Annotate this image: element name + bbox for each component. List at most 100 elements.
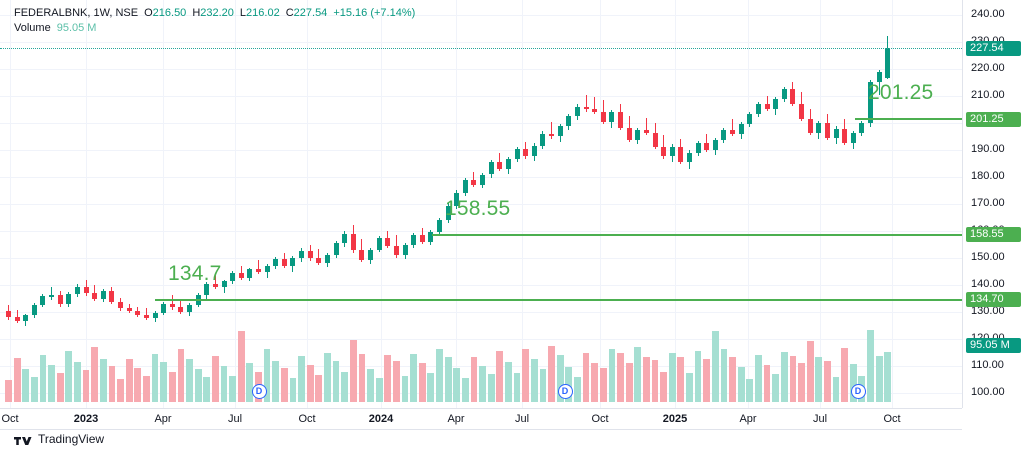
- grid-line: [0, 231, 962, 232]
- volume-bar: [229, 376, 237, 402]
- volume-bar: [660, 372, 668, 402]
- price-level-line[interactable]: [155, 298, 962, 301]
- dividend-marker[interactable]: D: [251, 384, 267, 399]
- volume-bar: [556, 355, 564, 402]
- price-level-line[interactable]: [855, 118, 962, 121]
- candle-wick: [51, 287, 53, 301]
- grid-line: [0, 69, 962, 70]
- candle-wick: [706, 133, 708, 153]
- candle-body: [299, 250, 305, 259]
- candle-body: [281, 258, 287, 266]
- candle-body: [480, 174, 486, 185]
- high-value: 232.20: [200, 7, 234, 19]
- close-value: 227.54: [293, 7, 328, 19]
- candle-body: [342, 234, 348, 243]
- candle-wick: [585, 94, 587, 112]
- candle-body: [626, 127, 632, 140]
- price-level-badge[interactable]: 201.25: [966, 111, 1021, 127]
- volume-bar: [289, 378, 297, 402]
- volume-bar: [384, 354, 392, 402]
- volume-bar: [168, 371, 176, 402]
- candle-body: [514, 148, 520, 160]
- volume-bar: [332, 361, 340, 402]
- candle-body: [842, 128, 848, 143]
- dividend-marker[interactable]: D: [557, 384, 573, 399]
- grid-line-vertical: [235, 0, 236, 408]
- volume-bar: [237, 330, 245, 402]
- time-tick-label: Apr: [154, 413, 172, 425]
- candlestick-series: [5, 35, 892, 402]
- volume-badge[interactable]: 95.05 M: [966, 338, 1021, 353]
- time-tick-label: 2024: [368, 413, 394, 425]
- volume-bar: [789, 356, 797, 402]
- candle-body: [437, 220, 442, 232]
- candle-body: [833, 128, 839, 138]
- price-level-badge[interactable]: 158.55: [966, 227, 1021, 243]
- candle-body: [523, 148, 529, 157]
- candle-body: [816, 123, 822, 134]
- candle-body: [350, 234, 356, 250]
- candle-body: [49, 295, 55, 297]
- price-tick-label: 130.00: [971, 305, 1005, 318]
- grid-line: [0, 204, 962, 205]
- volume-bar: [272, 360, 280, 402]
- candle-body: [66, 293, 72, 305]
- volume-bar: [280, 368, 288, 402]
- high-key: H: [192, 7, 201, 19]
- candle-wick: [145, 307, 147, 321]
- price-tick-label: 190.00: [971, 142, 1005, 155]
- candle-body: [273, 258, 279, 267]
- volume-bar: [211, 355, 219, 402]
- candle-body: [868, 81, 873, 124]
- volume-bar: [763, 365, 771, 402]
- price-tick-label: 110.00: [971, 359, 1004, 372]
- price-level-label: 134.7: [168, 261, 222, 285]
- time-scale[interactable]: Oct 2023 Apr Jul Oct 2024 Apr Jul Oct 2025 Apr Jul O…: [0, 408, 962, 430]
- volume-bar: [341, 371, 349, 402]
- candle-body: [135, 311, 141, 315]
- price-level-line[interactable]: [432, 233, 962, 236]
- candle-body: [747, 114, 753, 124]
- volume-bar: [530, 358, 538, 402]
- volume-bar: [772, 373, 780, 402]
- chart-plot-area[interactable]: 134.7 158.55 201.25 D D D: [0, 0, 962, 408]
- grid-line-vertical: [307, 0, 308, 408]
- volume-bar: [30, 376, 38, 402]
- volume-bar: [48, 365, 55, 402]
- volume-bar: [436, 348, 443, 402]
- time-tick-label: Oct: [591, 413, 609, 425]
- volume-bar: [539, 368, 547, 402]
- candle-body: [92, 293, 98, 299]
- candle-body: [385, 238, 391, 246]
- grid-line: [0, 123, 962, 124]
- current-price-badge[interactable]: 227.54: [966, 40, 1021, 56]
- volume-bar: [39, 354, 47, 402]
- candle-body: [290, 258, 296, 266]
- volume-bar: [746, 378, 754, 402]
- candle-body: [230, 272, 236, 282]
- candle-body: [859, 123, 865, 134]
- chart-legend: FEDERALBNK, 1W, NSE O 216.50 H 232.20 L 216…: [14, 6, 415, 36]
- symbol-label[interactable]: FEDERALBNK, 1W, NSE: [14, 7, 139, 19]
- candle-body: [238, 272, 244, 278]
- candle-body: [574, 106, 580, 117]
- footer-branding[interactable]: TradingView: [14, 432, 104, 446]
- candle-body: [109, 290, 115, 302]
- candle-body: [583, 106, 589, 110]
- candle-body: [161, 304, 167, 314]
- volume-bar: [487, 374, 495, 402]
- volume-label[interactable]: Volume: [14, 22, 51, 34]
- candle-body: [100, 290, 106, 299]
- candle-body: [704, 142, 710, 150]
- price-level-badge[interactable]: 134.70: [966, 292, 1021, 307]
- candle-body: [730, 130, 736, 134]
- candle-body: [368, 249, 374, 260]
- candle-wick: [318, 248, 320, 265]
- overlay-layer: 134.7 158.55 201.25 D D D: [0, 48, 962, 399]
- dividend-marker[interactable]: D: [850, 384, 866, 399]
- volume-bar: [867, 330, 874, 402]
- time-tick-label: Oct: [1, 413, 19, 425]
- candle-body: [402, 245, 408, 256]
- price-scale[interactable]: 240.00230.00220.00210.00200.00190.00180.…: [962, 0, 1024, 408]
- candle-body: [419, 235, 425, 242]
